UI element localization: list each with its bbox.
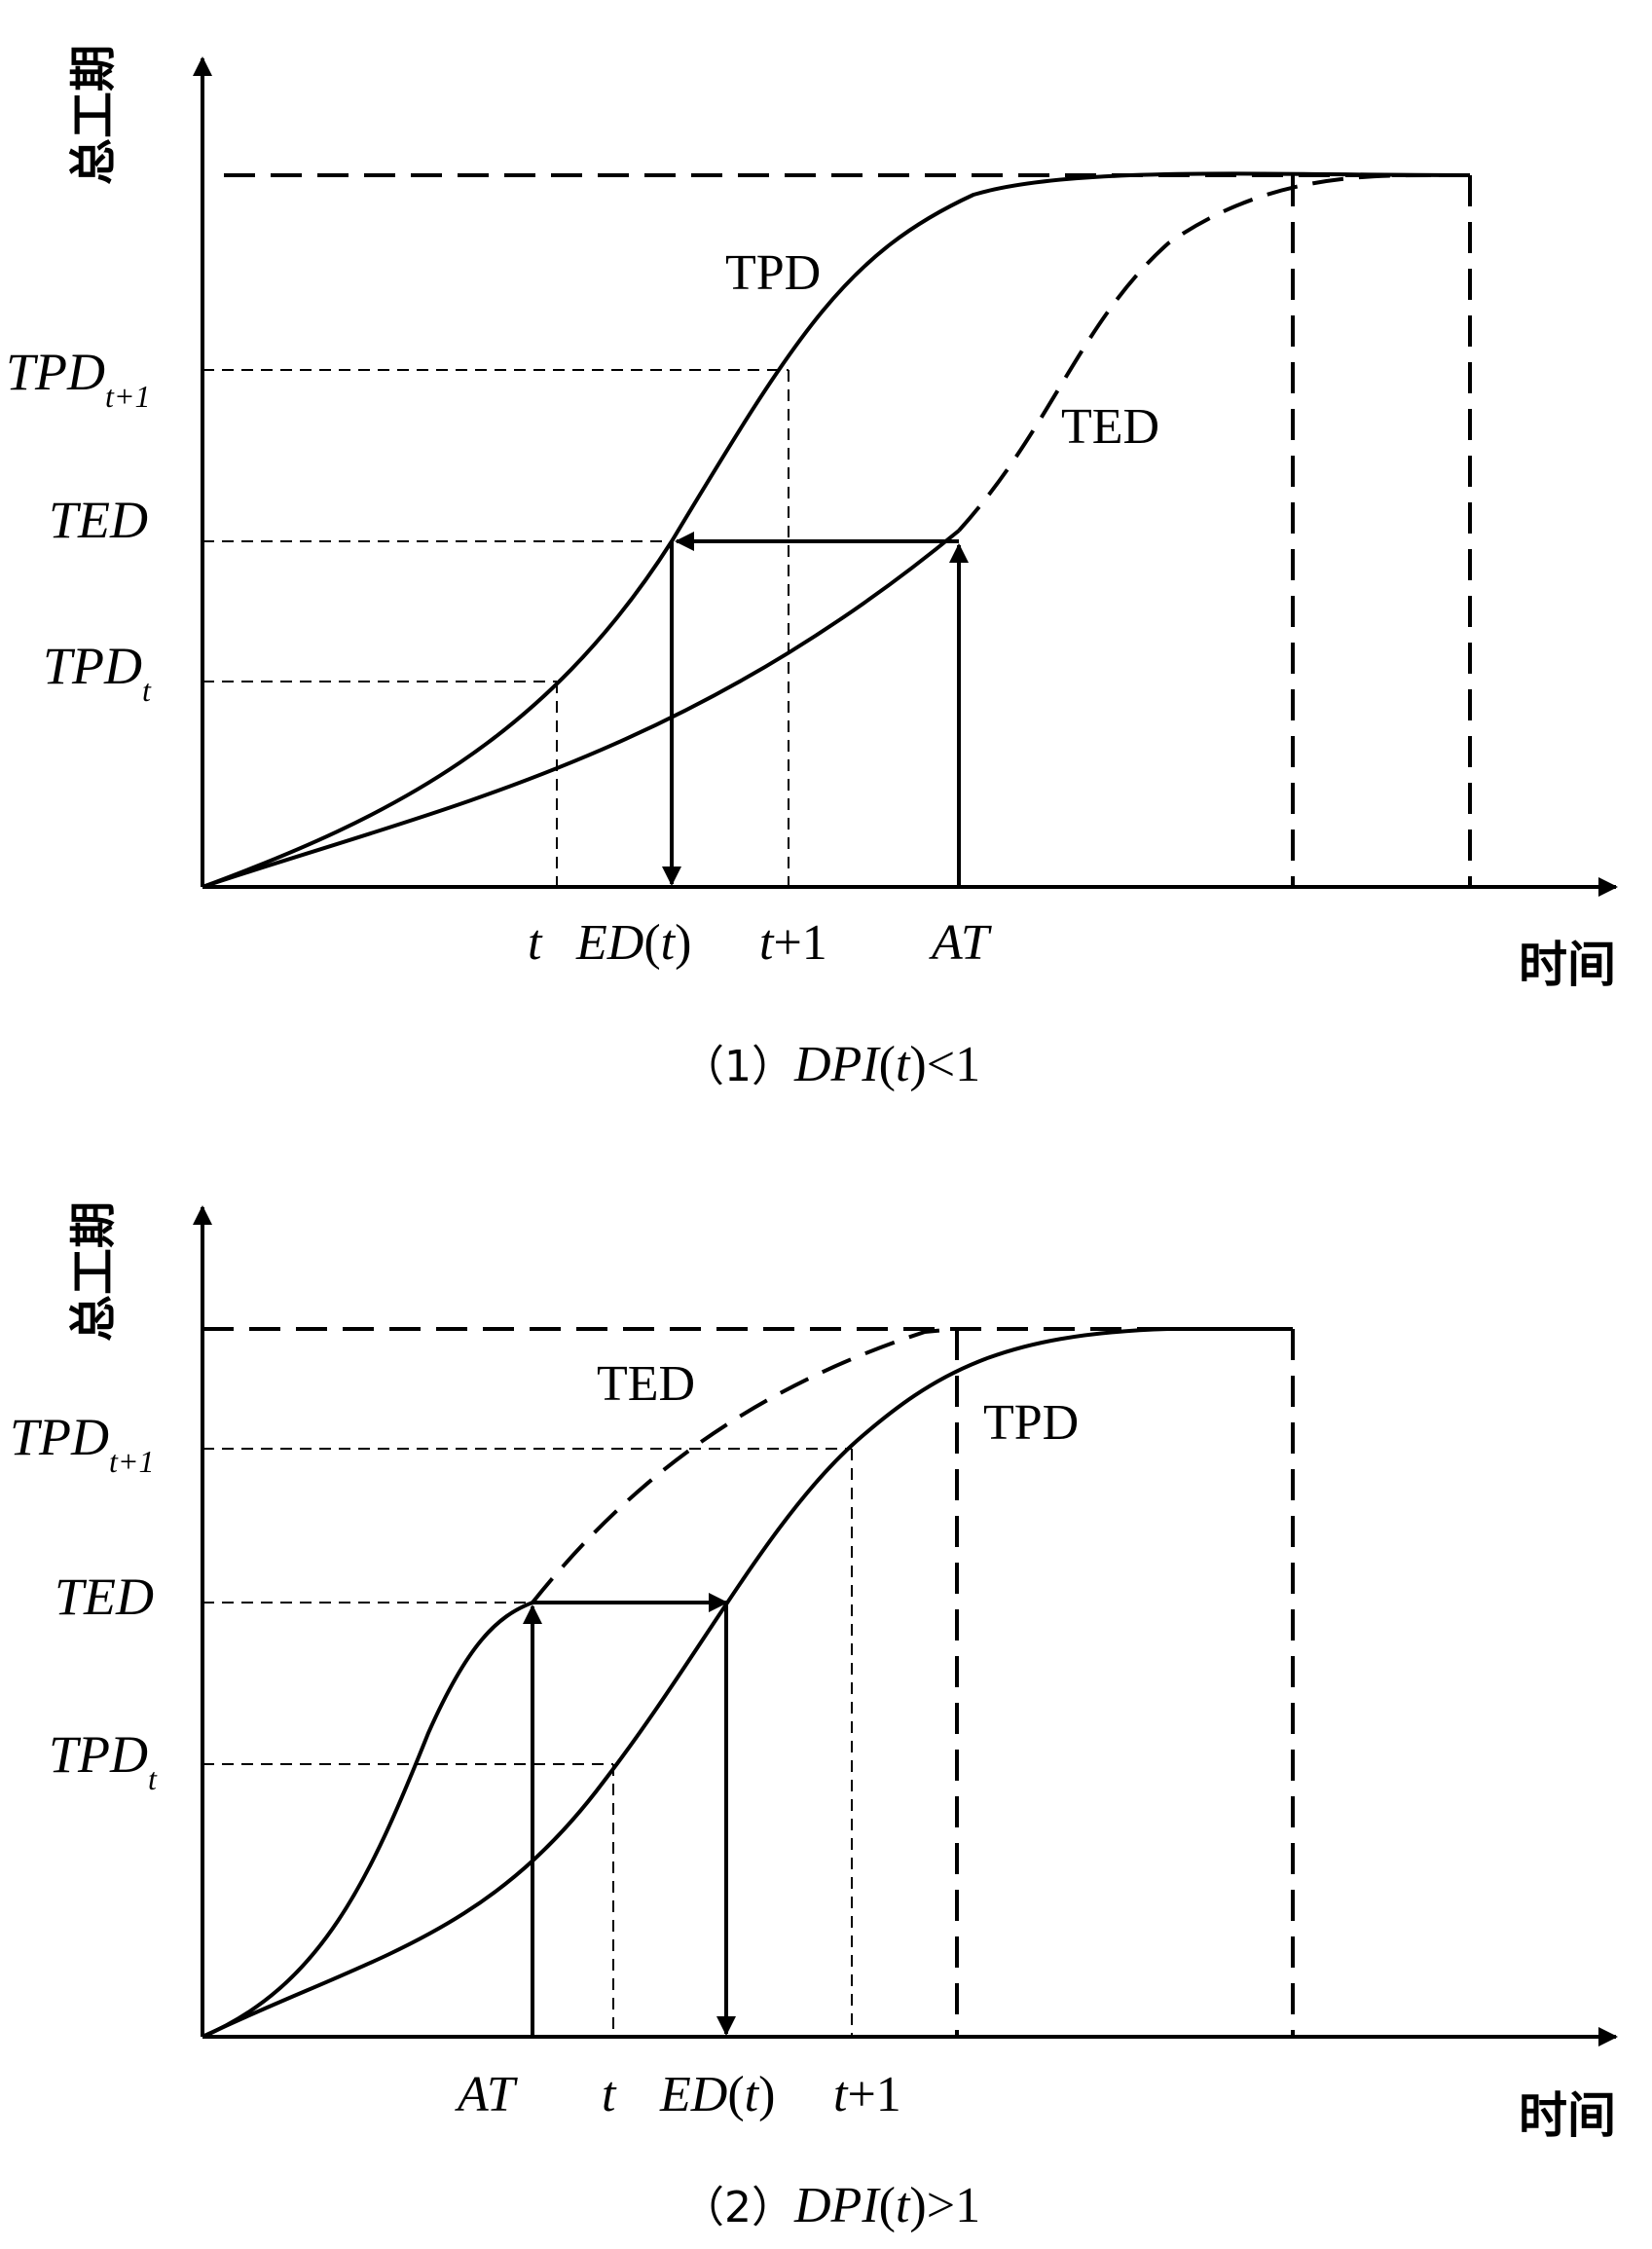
panel2-x-tick-at: AT — [455, 2067, 518, 2122]
panel2-y-tick-ted: TED — [55, 1567, 154, 1626]
panel2-tpd-label: TPD — [983, 1395, 1079, 1451]
panel1-x-tick-t1: t+1 — [759, 915, 827, 971]
panel2-x-axis-title: 时间 — [1519, 2087, 1616, 2144]
panel1-ted-curve-actual — [202, 529, 961, 889]
panel1-ted-curve-forecast — [957, 173, 1432, 533]
panel2-y-tick-tpd-t: TPDt — [49, 1725, 158, 1796]
panel1-x-tick-t: t — [528, 915, 543, 971]
panel1-caption: （1）DPI(t)<1 — [681, 1037, 980, 1092]
panel1-y-tick-tpd-t: TPDt — [43, 637, 152, 708]
panel2-tpd-curve — [202, 1327, 1293, 2039]
panel2-y-tick-tpd-t1: TPDt+1 — [10, 1408, 155, 1479]
panel2-ted-curve-actual — [202, 1601, 533, 2039]
panel1-y-axis-title: 总工期 — [66, 45, 121, 185]
panel2-ted-curve-forecast — [531, 1327, 958, 1604]
panel-2: 总工期 TPDt+1 TED TPDt TED TPD AT t ED(t) t… — [10, 1201, 1618, 2233]
panel1-y-tick-ted: TED — [49, 491, 148, 549]
panel1-x-tick-ed: ED(t) — [575, 915, 691, 971]
panel1-x-axis-title: 时间 — [1519, 937, 1616, 993]
panel1-x-tick-at: AT — [929, 915, 992, 971]
panel-1: 总工期 TPDt+1 TED TPDt TPD TED t ED(t) t+1 … — [6, 45, 1618, 1092]
panel2-x-tick-t1: t+1 — [833, 2067, 901, 2122]
panel2-caption: （2）DPI(t)>1 — [681, 2178, 980, 2233]
panel2-x-tick-t: t — [602, 2067, 617, 2122]
panel2-x-tick-ed: ED(t) — [659, 2067, 775, 2122]
panel1-ted-label: TED — [1061, 399, 1159, 455]
panel1-y-tick-tpd-t1: TPDt+1 — [6, 343, 151, 414]
panel1-tpd-label: TPD — [725, 245, 821, 301]
panel2-y-axis-title: 总工期 — [66, 1201, 121, 1342]
panel2-ted-label: TED — [597, 1356, 695, 1412]
panel1-tpd-curve — [202, 171, 1471, 889]
